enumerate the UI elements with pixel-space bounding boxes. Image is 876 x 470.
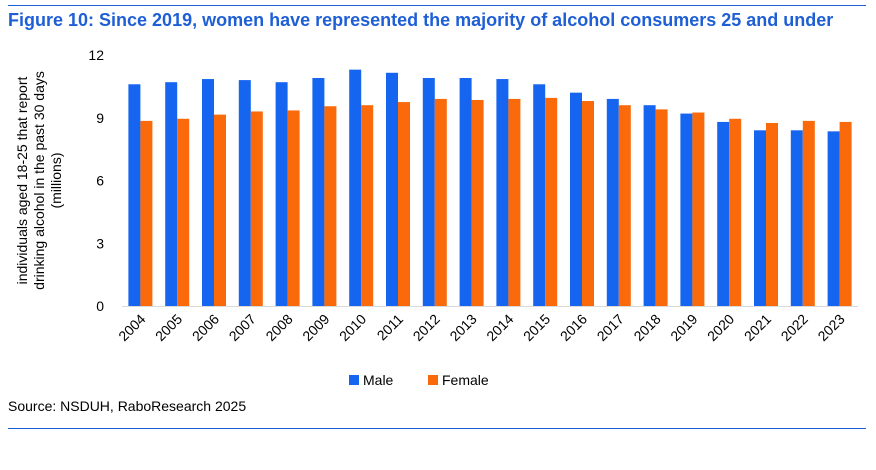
bar-male-2021 — [754, 130, 766, 306]
bar-male-2009 — [312, 78, 325, 306]
bar-male-2007 — [238, 80, 251, 306]
bar-male-2008 — [275, 82, 288, 306]
x-tick-label: 2008 — [262, 311, 295, 344]
bar-male-2013 — [459, 78, 472, 306]
bar-female-2018 — [655, 109, 668, 306]
bar-female-2019 — [692, 112, 705, 306]
bar-female-2021 — [766, 122, 778, 307]
x-tick-label: 2021 — [741, 311, 774, 344]
x-tick-label: 2005 — [152, 311, 185, 344]
x-tick-label: 2014 — [483, 311, 516, 344]
bar-female-2022 — [802, 120, 815, 306]
x-tick-label: 2009 — [299, 311, 332, 344]
x-tick-label: 2013 — [446, 311, 479, 344]
y-tick-label: 6 — [96, 173, 104, 189]
x-tick-label: 2018 — [630, 311, 663, 344]
bar-female-2011 — [398, 102, 410, 306]
bar-male-2006 — [202, 79, 214, 306]
legend-swatch-female — [428, 375, 438, 385]
x-tick-label: 2017 — [594, 311, 627, 344]
x-tick-label: 2004 — [115, 311, 148, 344]
bar-male-2018 — [643, 105, 656, 306]
x-axis-ticks: 2004 2005 2006 2007 2008 2009 2010 2011 2012 2013… — [115, 311, 848, 344]
legend: Male Female — [349, 372, 489, 388]
bar-female-2013 — [471, 99, 484, 307]
bar-female-2016 — [582, 101, 594, 307]
x-tick-label: 2012 — [410, 311, 443, 344]
y-axis-title-line: (millions) — [48, 153, 64, 209]
bar-male-2015 — [533, 84, 546, 307]
y-axis-title-line: drinking alcohol in the past 30 days — [31, 71, 47, 290]
bar-female-2007 — [250, 111, 263, 306]
bar-male-2012 — [422, 78, 435, 306]
bar-female-2008 — [287, 110, 300, 306]
y-tick-label: 3 — [96, 235, 104, 251]
top-rule — [8, 5, 866, 6]
y-axis-ticks: 0 3 6 9 12 — [88, 47, 104, 314]
bar-female-2006 — [214, 114, 226, 306]
x-tick-label: 2015 — [520, 311, 553, 344]
x-tick-label: 2011 — [374, 311, 407, 344]
bar-female-2017 — [618, 105, 631, 306]
bar-male-2014 — [496, 79, 509, 306]
x-tick-label: 2019 — [667, 311, 700, 344]
bar-male-2023 — [827, 131, 840, 306]
figure-title: Figure 10: Since 2019, women have repres… — [8, 10, 834, 30]
y-tick-label: 9 — [96, 110, 104, 126]
y-axis-title-line: individuals aged 18-25 that report — [14, 76, 30, 284]
x-tick-label: 2023 — [814, 311, 847, 344]
bar-female-2020 — [729, 118, 742, 306]
bar-female-2012 — [434, 98, 447, 306]
x-tick-label: 2020 — [704, 311, 737, 344]
x-tick-label: 2010 — [336, 311, 369, 344]
source-note: Source: NSDUH, RaboResearch 2025 — [8, 398, 247, 414]
bar-female-2004 — [140, 120, 153, 306]
bar-male-2019 — [680, 113, 693, 306]
bar-female-2009 — [324, 106, 337, 306]
bar-male-2020 — [717, 121, 730, 306]
bar-female-2014 — [508, 98, 521, 306]
y-tick-label: 12 — [88, 47, 104, 63]
bar-female-2023 — [839, 121, 852, 306]
x-tick-label: 2016 — [557, 311, 590, 344]
x-tick-label: 2007 — [226, 311, 259, 344]
legend-label-male: Male — [363, 372, 394, 388]
legend-swatch-male — [349, 375, 359, 385]
bar-male-2005 — [165, 82, 178, 306]
bars — [128, 69, 852, 307]
y-axis-title: individuals aged 18-25 that report drinki… — [14, 71, 64, 290]
bar-male-2004 — [128, 84, 141, 307]
bar-male-2011 — [386, 72, 398, 306]
bottom-rule — [8, 428, 866, 429]
y-tick-label: 0 — [96, 298, 104, 314]
bar-female-2010 — [361, 105, 374, 306]
bar-male-2010 — [349, 69, 362, 307]
bar-female-2015 — [545, 97, 558, 306]
legend-label-female: Female — [442, 372, 489, 388]
bar-male-2022 — [790, 130, 803, 306]
bar-male-2017 — [606, 98, 619, 306]
x-tick-label: 2022 — [778, 311, 811, 344]
bar-male-2016 — [570, 92, 582, 307]
x-tick-label: 2006 — [189, 311, 222, 344]
bar-female-2005 — [177, 118, 190, 306]
